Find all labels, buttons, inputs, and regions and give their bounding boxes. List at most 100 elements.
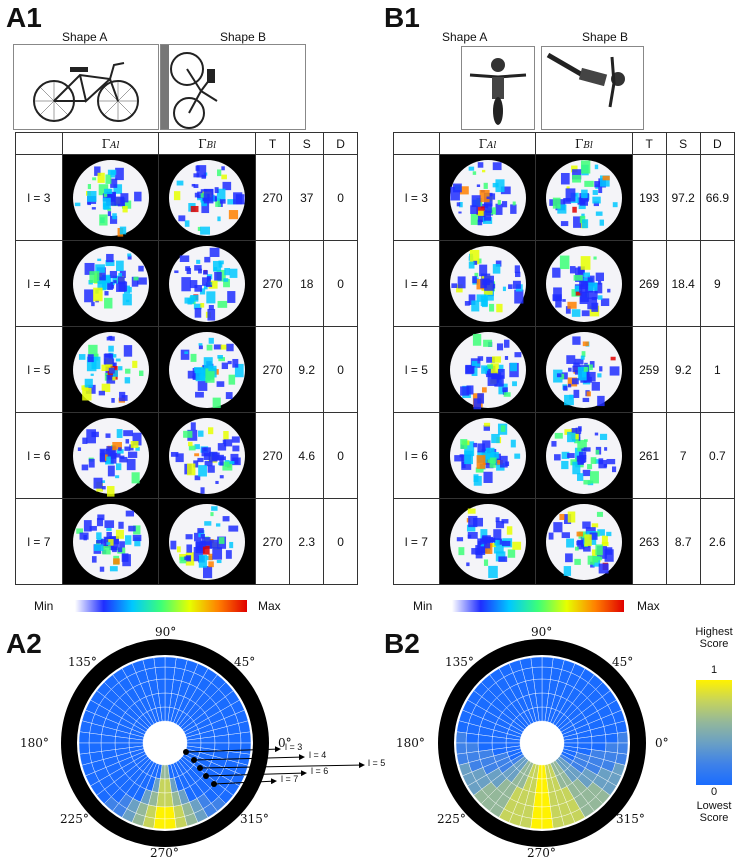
gamma-a-heatmap	[438, 498, 537, 585]
gamma-a-heatmap	[61, 326, 160, 413]
heatmap-cell	[209, 247, 220, 257]
heatmap-cell	[479, 189, 490, 202]
heatmap-cell	[567, 511, 576, 523]
heatmap-cell	[587, 297, 598, 309]
heatmap-cell	[118, 281, 127, 291]
score-sector	[153, 818, 166, 830]
heatmap-cell	[194, 443, 201, 449]
a1-colorbar-max-label: Max	[258, 599, 281, 613]
heatmap-cell	[594, 458, 599, 464]
heatmap-cell	[492, 263, 500, 274]
heatmap-cell	[491, 542, 496, 547]
panel-b2-label: B2	[384, 628, 420, 659]
heatmap-cell	[115, 260, 124, 271]
heatmap-cell	[117, 272, 122, 278]
s-cell: 18.4	[665, 240, 701, 327]
heatmap-cell	[97, 280, 106, 290]
s-cell: 2.3	[289, 498, 325, 585]
heatmap-cell	[133, 191, 142, 201]
heatmap-cell	[221, 362, 229, 369]
heatmap-cell	[459, 385, 469, 396]
heatmap-cell	[118, 456, 128, 462]
heatmap-cell	[194, 264, 202, 271]
heatmap-cell	[217, 188, 226, 201]
heatmap-cell	[84, 378, 93, 387]
heatmap-cell	[492, 182, 499, 187]
b2-angle-0: 0°	[655, 736, 669, 750]
heatmap-cell	[612, 201, 618, 207]
heatmap-cell	[100, 479, 105, 483]
heatmap-cell	[591, 381, 600, 391]
s-cell: 4.6	[289, 412, 325, 499]
b1-header-blank	[393, 132, 440, 155]
heatmap-cell	[112, 279, 117, 283]
heatmap-cell	[488, 537, 495, 542]
b1-header-t: T	[631, 132, 667, 155]
heatmap-cell	[106, 336, 110, 340]
heatmap-cell	[560, 373, 565, 379]
heatmap-cell	[464, 300, 470, 306]
gamma-b-heatmap	[535, 154, 633, 241]
heatmap-cell	[610, 356, 616, 360]
heatmap-cell	[571, 427, 578, 433]
gamma-a-heatmap	[438, 154, 537, 241]
score-sector	[541, 666, 553, 680]
d-cell: 0	[323, 412, 358, 499]
heatmap-cell	[566, 538, 574, 548]
heatmap-cell	[218, 260, 224, 264]
a2-angle-270: 270°	[150, 846, 179, 860]
heatmap-cell	[106, 281, 113, 290]
heatmap-cell	[583, 446, 591, 452]
heatmap-cell	[496, 459, 503, 465]
heatmap-cell	[194, 307, 202, 318]
heatmap-cell	[175, 452, 184, 462]
heatmap-cell	[594, 164, 599, 169]
heatmap-cell	[232, 435, 240, 443]
panel-b1-label: B1	[384, 2, 420, 33]
heatmap-cell	[198, 342, 203, 346]
heatmap-cell	[479, 528, 487, 539]
heatmap-cell	[135, 446, 140, 451]
gamma-b-circle	[169, 245, 246, 322]
gamma-b-circle	[545, 417, 622, 494]
heatmap-cell	[483, 424, 490, 431]
heatmap-cell	[174, 269, 179, 273]
heatmap-cell	[471, 275, 477, 283]
heatmap-cell	[227, 198, 237, 204]
heatmap-cell	[103, 353, 113, 364]
heatmap-cell	[228, 525, 239, 532]
heatmap-cell	[481, 169, 485, 172]
gamma-a-heatmap	[61, 412, 160, 499]
heatmap-cell	[495, 203, 503, 215]
heatmap-cell	[477, 258, 482, 263]
heatmap-cell	[216, 522, 221, 527]
heatmap-cell	[483, 182, 488, 189]
heatmap-cell	[103, 297, 113, 309]
heatmap-cell	[495, 516, 500, 522]
heatmap-cell	[595, 211, 603, 216]
heatmap-cell	[472, 517, 483, 526]
level-cell: l = 7	[393, 498, 440, 585]
heatmap-cell	[561, 460, 569, 469]
heatmap-cell	[478, 264, 487, 276]
heatmap-cell	[177, 545, 181, 552]
heatmap-cell	[107, 169, 116, 175]
heatmap-cell	[105, 527, 112, 531]
heatmap-cell	[105, 173, 111, 184]
heatmap-cell	[573, 389, 580, 398]
heatmap-cell	[118, 391, 125, 401]
center-hole	[145, 723, 185, 763]
heatmap-cell	[197, 226, 202, 231]
heatmap-cell	[131, 276, 138, 287]
heatmap-cell	[472, 442, 477, 447]
heatmap-cell	[589, 470, 599, 483]
score-scale-top-value: 1	[710, 664, 718, 676]
heatmap-cell	[198, 464, 208, 476]
heatmap-cell	[96, 266, 106, 280]
heatmap-cell	[200, 533, 206, 539]
heatmap-cell	[204, 283, 208, 289]
gamma-a-circle	[72, 331, 149, 408]
heatmap-cell	[453, 454, 464, 461]
a1-shape-a-title: Shape A	[62, 30, 108, 44]
heatmap-cell	[200, 302, 205, 308]
